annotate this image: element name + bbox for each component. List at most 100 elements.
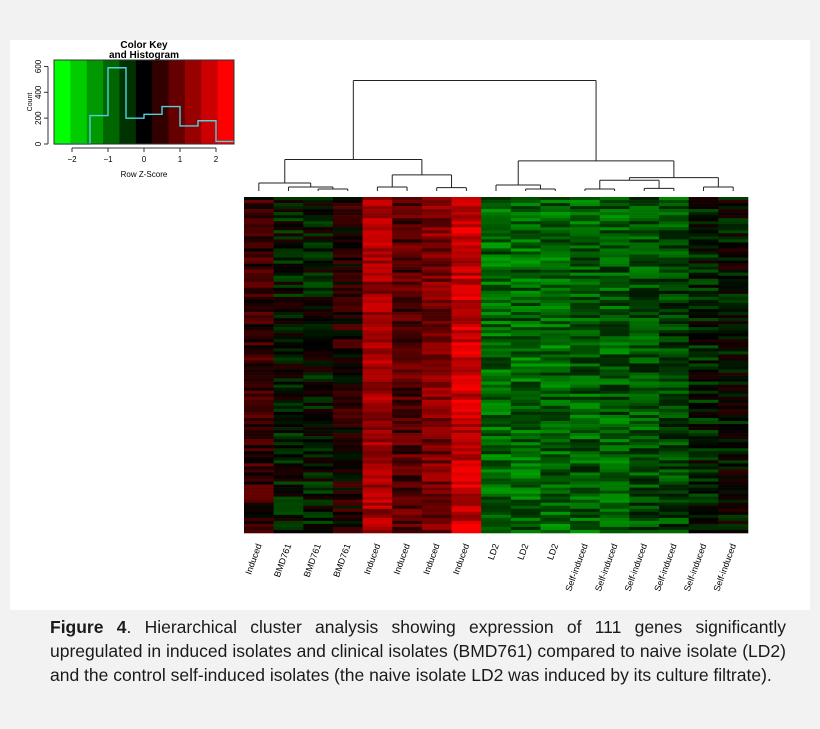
heatmap-cell <box>273 357 304 361</box>
heatmap-cell <box>540 221 571 225</box>
heatmap-cell <box>599 414 630 419</box>
heatmap-cell <box>451 457 482 461</box>
heatmap-cell <box>362 221 393 225</box>
heatmap-cell <box>244 227 274 231</box>
heatmap-cell <box>273 505 304 510</box>
heatmap-cell <box>421 405 452 410</box>
heatmap-cell <box>362 469 393 473</box>
heatmap-cell <box>332 218 363 222</box>
heatmap-cell <box>718 248 749 252</box>
heatmap-cell <box>659 218 690 222</box>
heatmap-cell <box>332 239 363 243</box>
heatmap-cell <box>570 421 601 425</box>
heatmap-cell <box>392 239 423 243</box>
heatmap-cell <box>659 266 690 270</box>
heatmap-cell <box>273 339 304 343</box>
heatmap-cell <box>451 227 482 231</box>
heatmap-cell <box>570 324 601 328</box>
heatmap-cell <box>421 511 452 516</box>
heatmap-cell <box>273 396 304 401</box>
heatmap-cell <box>688 242 719 246</box>
heatmap-cell <box>481 526 512 531</box>
heatmap-cell <box>599 321 630 325</box>
heatmap-cell <box>629 448 660 452</box>
heatmap-cell <box>599 197 630 201</box>
heatmap-cell <box>451 200 482 204</box>
heatmap-cell <box>540 381 571 385</box>
heatmap-cell <box>510 327 541 331</box>
heatmap-cell <box>392 296 423 301</box>
heatmap-cell <box>510 312 541 316</box>
heatmap-cell <box>481 421 512 425</box>
heatmap-cell <box>451 269 482 273</box>
heatmap-cell <box>599 529 630 534</box>
heatmap-cell <box>599 206 630 210</box>
heatmap-cell <box>332 327 363 331</box>
heatmap-cell <box>392 312 423 316</box>
heatmap-cell <box>392 218 423 222</box>
column-label: Induced <box>451 542 471 576</box>
heatmap-cell <box>481 390 512 395</box>
heatmap-cell <box>451 357 482 361</box>
heatmap-cell <box>481 433 512 437</box>
heatmap-cell <box>570 502 601 507</box>
heatmap-cell <box>244 290 274 295</box>
heatmap-cell <box>332 436 363 440</box>
heatmap-cell <box>421 260 452 264</box>
heatmap-cell <box>303 493 334 497</box>
heatmap-cell <box>718 439 749 443</box>
heatmap-cell <box>718 209 749 213</box>
heatmap-cell <box>718 296 749 301</box>
heatmap-cell <box>659 421 690 425</box>
heatmap-cell <box>392 251 423 255</box>
heatmap-cell <box>451 448 482 452</box>
heatmap-cell <box>570 296 601 301</box>
histogram-line <box>54 67 234 145</box>
heatmap-cell <box>510 405 541 410</box>
heatmap-cell <box>481 233 512 237</box>
heatmap-cell <box>570 227 601 231</box>
heatmap-cell <box>540 281 571 286</box>
heatmap-cell <box>362 436 393 440</box>
heatmap-cell <box>570 312 601 316</box>
heatmap-cell <box>481 466 512 470</box>
heatmap-cell <box>244 305 274 310</box>
heatmap-cell <box>540 466 571 470</box>
heatmap-cell <box>629 366 660 370</box>
heatmap-cell <box>362 315 393 319</box>
heatmap-cell <box>629 296 660 301</box>
heatmap-cell <box>244 478 274 482</box>
heatmap-cell <box>599 357 630 361</box>
heatmap-cell <box>570 387 601 392</box>
heatmap-cell <box>244 357 274 361</box>
heatmap-cell <box>599 460 630 464</box>
heatmap-cell <box>273 529 304 534</box>
heatmap-cell <box>629 215 660 219</box>
heatmap-cell <box>510 233 541 237</box>
heatmap-cell <box>481 212 512 216</box>
heatmap-cell <box>659 272 690 277</box>
heatmap-cell <box>392 348 423 352</box>
heatmap-cell <box>659 402 690 407</box>
heatmap-cell <box>332 378 363 382</box>
heatmap-cell <box>421 366 452 370</box>
heatmap-cell <box>273 445 304 449</box>
heatmap-cell <box>332 487 363 491</box>
heatmap-cell <box>510 275 541 280</box>
heatmap-cell <box>481 448 512 452</box>
heatmap-cell <box>421 251 452 255</box>
heatmap-cell <box>421 475 452 479</box>
heatmap-cell <box>659 484 690 488</box>
heatmap-cell <box>303 203 334 207</box>
heatmap-cell <box>659 324 690 328</box>
heatmap-cell <box>718 502 749 507</box>
heatmap-cell <box>688 484 719 488</box>
heatmap-cell <box>303 526 334 531</box>
heatmap-cell <box>421 269 452 273</box>
heatmap-cell <box>392 451 423 455</box>
heatmap-cell <box>570 424 601 428</box>
heatmap-cell <box>540 505 571 510</box>
heatmap-cell <box>570 454 601 458</box>
heatmap-cell <box>629 336 660 340</box>
heatmap-cell <box>659 209 690 213</box>
